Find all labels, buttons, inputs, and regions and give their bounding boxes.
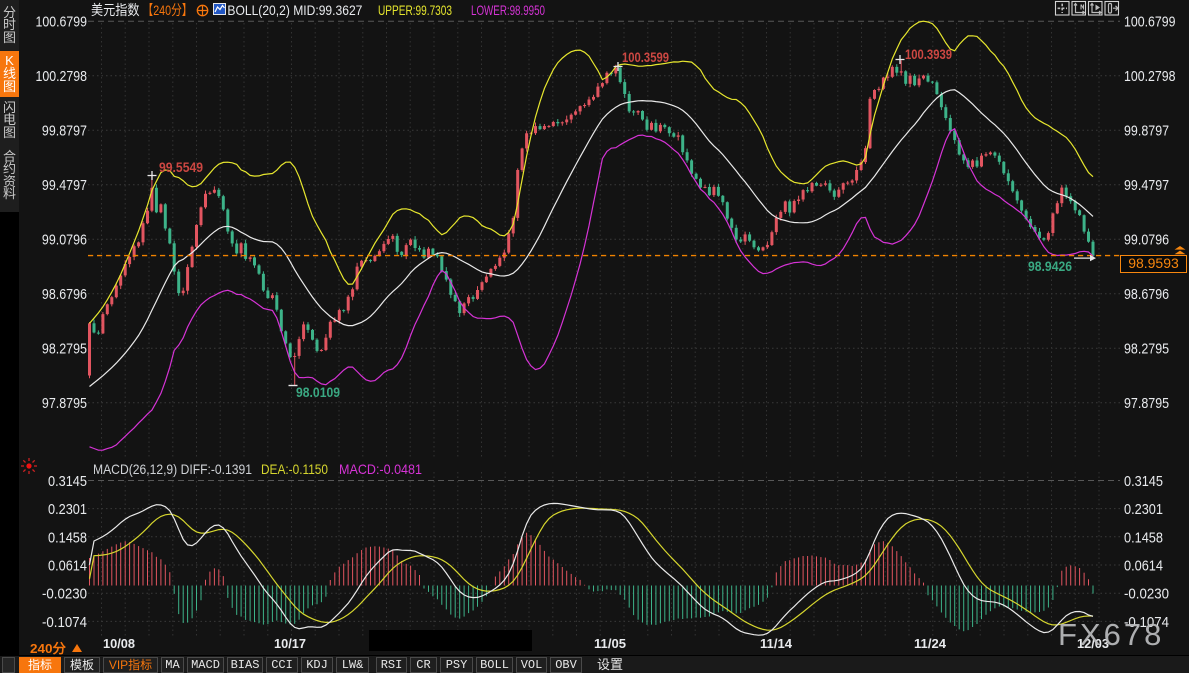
svg-text:LOWER:98.9950: LOWER:98.9950 xyxy=(471,2,545,18)
svg-text:97.8795: 97.8795 xyxy=(1124,395,1169,412)
svg-text:【240分】: 【240分】 xyxy=(143,2,193,18)
svg-text:100.2798: 100.2798 xyxy=(36,68,88,85)
svg-text:11/14: 11/14 xyxy=(760,636,793,651)
svg-text:0.3145: 0.3145 xyxy=(48,473,87,490)
svg-text:0.1458: 0.1458 xyxy=(48,529,87,546)
svg-text:0.0614: 0.0614 xyxy=(48,557,87,574)
svg-text:240分: 240分 xyxy=(30,641,66,656)
svg-text:99.4797: 99.4797 xyxy=(1124,177,1169,194)
svg-text:100.6799: 100.6799 xyxy=(36,14,88,31)
svg-text:99.8797: 99.8797 xyxy=(1124,123,1169,140)
svg-text:98.2795: 98.2795 xyxy=(1124,341,1169,358)
svg-text:-0.0230: -0.0230 xyxy=(42,586,87,603)
svg-text:100.3599: 100.3599 xyxy=(622,49,669,65)
svg-text:100.2798: 100.2798 xyxy=(1124,68,1176,85)
svg-text:BOLL(20,2) MID:99.3627: BOLL(20,2) MID:99.3627 xyxy=(227,2,362,18)
svg-text:-0.1074: -0.1074 xyxy=(1124,614,1169,631)
svg-text:FX678: FX678 xyxy=(1058,617,1164,652)
svg-text:10/17: 10/17 xyxy=(274,636,306,651)
svg-text:98.9426: 98.9426 xyxy=(1028,258,1072,274)
svg-text:98.6796: 98.6796 xyxy=(42,286,87,303)
svg-text:99.0796: 99.0796 xyxy=(42,232,87,249)
svg-text:100.3939: 100.3939 xyxy=(905,46,952,62)
svg-text:MACD(26,12,9) DIFF:-0.1391: MACD(26,12,9) DIFF:-0.1391 xyxy=(93,461,252,477)
svg-text:0.3145: 0.3145 xyxy=(1124,473,1163,490)
svg-text:DEA:-0.1150: DEA:-0.1150 xyxy=(261,461,328,477)
svg-text:100.6799: 100.6799 xyxy=(1124,14,1176,31)
svg-text:UPPER:99.7303: UPPER:99.7303 xyxy=(378,2,452,18)
svg-text:97.8795: 97.8795 xyxy=(42,395,87,412)
svg-text:98.2795: 98.2795 xyxy=(42,341,87,358)
svg-text:11/05: 11/05 xyxy=(594,636,626,651)
svg-text:12/03: 12/03 xyxy=(1077,636,1109,651)
svg-text:99.5549: 99.5549 xyxy=(159,159,203,175)
svg-text:99.4797: 99.4797 xyxy=(42,177,87,194)
svg-text:10/08: 10/08 xyxy=(103,636,135,651)
svg-text:98.6796: 98.6796 xyxy=(1124,286,1169,303)
svg-text:0.2301: 0.2301 xyxy=(1124,501,1163,518)
svg-text:-0.1074: -0.1074 xyxy=(42,614,87,631)
svg-text:99.0796: 99.0796 xyxy=(1124,232,1169,249)
svg-text:11/24: 11/24 xyxy=(914,636,947,651)
svg-text:0.2301: 0.2301 xyxy=(48,501,87,518)
svg-text:0.0614: 0.0614 xyxy=(1124,557,1163,574)
svg-text:MACD:-0.0481: MACD:-0.0481 xyxy=(339,461,422,477)
svg-text:99.8797: 99.8797 xyxy=(42,123,87,140)
svg-text:-0.0230: -0.0230 xyxy=(1124,586,1169,603)
svg-text:98.0109: 98.0109 xyxy=(296,384,340,400)
svg-text:美元指数: 美元指数 xyxy=(91,2,140,18)
svg-text:0.1458: 0.1458 xyxy=(1124,529,1163,546)
